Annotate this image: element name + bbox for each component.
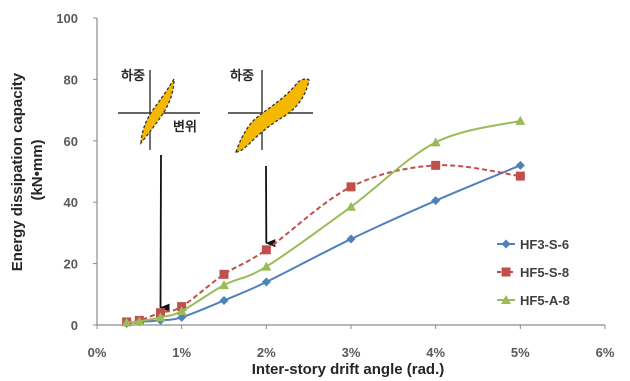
data-point-diamond	[346, 234, 356, 244]
legend-label: HF5-A-8	[520, 293, 570, 308]
inset-load-label: 하중	[121, 68, 145, 84]
data-point-triangle	[430, 137, 441, 147]
series-line	[126, 119, 521, 324]
inset-load-label: 하중	[230, 68, 254, 84]
data-point-square	[261, 245, 271, 255]
data-point-diamond	[501, 239, 511, 249]
data-point-triangle	[155, 312, 166, 322]
x-tick-label: 4%	[426, 345, 445, 360]
data-point-square	[346, 182, 356, 192]
x-tick-label: 2%	[257, 345, 276, 360]
legend-label: HF3-S-6	[520, 237, 569, 252]
x-tick-label: 0%	[88, 345, 107, 360]
y-axis-title-line-2: (kN•mm)	[29, 139, 46, 200]
data-point-square	[515, 171, 525, 181]
data-point-triangle	[261, 261, 272, 271]
y-tick-label: 0	[71, 318, 78, 333]
series-hf5-s-8	[122, 160, 525, 327]
x-tick-label: 1%	[172, 345, 191, 360]
y-tick-label: 60	[64, 134, 78, 149]
arrow-to-1pct	[159, 154, 170, 312]
y-axis-title: Energy dissipation capacity (kN•mm)	[9, 69, 46, 272]
tick-labels: 0% 1% 2% 3% 4% 5% 6% 0 20 40 60 80 100	[56, 11, 615, 360]
y-axis-title-line-1: Energy dissipation capacity	[9, 72, 26, 271]
data-point-diamond	[515, 160, 525, 170]
series-line	[126, 164, 521, 325]
data-point-triangle	[219, 280, 229, 290]
series-line	[126, 164, 521, 323]
data-point-triangle	[515, 115, 526, 125]
legend: HF3-S-6 HF5-S-8 HF5-A-8	[497, 237, 570, 308]
data-point-square	[431, 160, 441, 170]
x-axis-title: Inter-story drift angle (rad.)	[252, 361, 445, 378]
legend-item-hf5-s-8: HF5-S-8	[497, 265, 569, 280]
y-tick-label: 40	[64, 195, 78, 210]
data-point-triangle	[134, 316, 145, 326]
hysteresis-inset-2: 하중	[228, 68, 313, 153]
hysteresis-loop	[140, 76, 175, 146]
legend-item-hf5-a-8: HF5-A-8	[497, 293, 570, 308]
x-tick-label: 5%	[511, 345, 530, 360]
legend-item-hf3-s-6: HF3-S-6	[497, 237, 569, 252]
x-tick-label: 3%	[342, 345, 361, 360]
y-tick-label: 20	[64, 257, 78, 272]
hysteresis-loop	[235, 78, 310, 153]
data-point-triangle	[121, 317, 132, 327]
y-tick-label: 100	[56, 11, 78, 26]
data-point-triangle	[346, 201, 356, 211]
data-point-triangle	[176, 306, 187, 316]
inset-displacement-label: 변위	[173, 120, 197, 135]
data-point-triangle	[501, 295, 511, 304]
data-point-diamond	[431, 196, 441, 206]
axes	[93, 17, 606, 329]
data-point-diamond	[219, 295, 229, 305]
x-tick-label: 6%	[596, 345, 615, 360]
y-tick-label: 80	[64, 72, 78, 87]
data-point-square	[501, 267, 511, 277]
series-hf5-a-8	[121, 115, 526, 327]
data-series	[121, 115, 526, 328]
data-point-square	[219, 269, 229, 279]
legend-label: HF5-S-8	[520, 265, 569, 280]
data-point-diamond	[261, 277, 271, 287]
